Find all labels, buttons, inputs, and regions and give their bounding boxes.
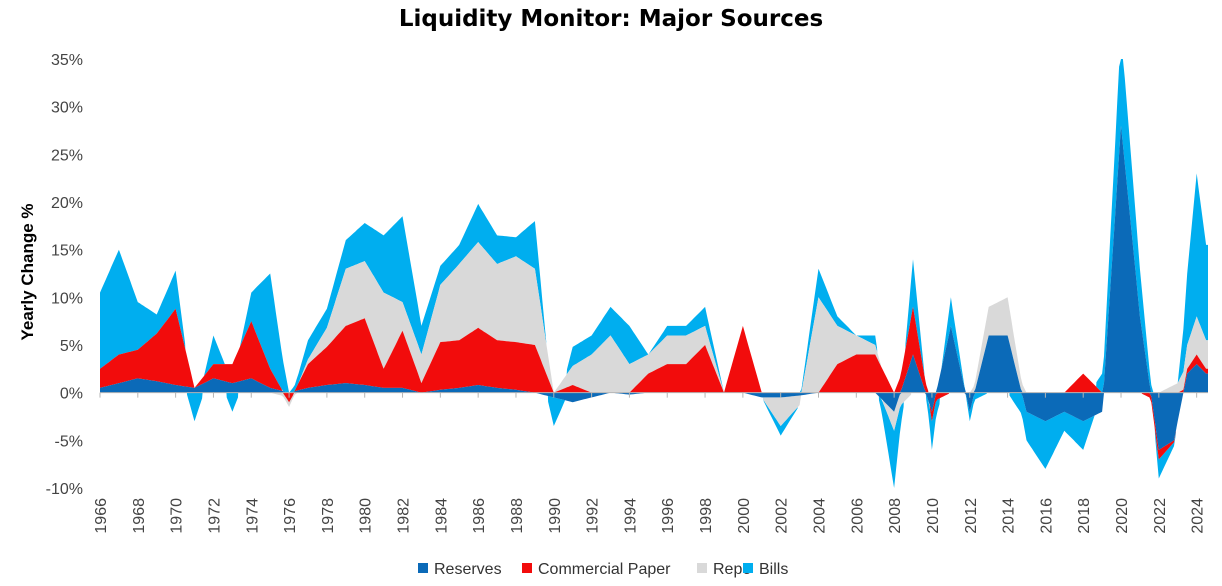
- x-tick-label: 1996: [660, 498, 677, 534]
- x-tick-label: 1976: [282, 498, 299, 534]
- y-tick-labels: -10% -5% 0% 5% 10% 15% 20% 25% 30% 35%: [46, 52, 83, 498]
- y-tick-label: 5%: [60, 338, 83, 355]
- x-tick-label: 1974: [244, 498, 261, 534]
- x-tick-label: 1994: [622, 498, 639, 534]
- x-tick-label: 2010: [925, 498, 942, 534]
- legend-swatch: [697, 563, 707, 573]
- x-tick-label: 1986: [471, 498, 488, 534]
- y-tick-label: -10%: [46, 481, 83, 498]
- legend-entry: Commercial Paper: [538, 561, 671, 578]
- x-tick-label: 2000: [736, 498, 753, 534]
- legend-swatch: [743, 563, 753, 573]
- y-axis-label: Yearly Change %: [18, 203, 37, 340]
- x-tick-label: 1992: [585, 498, 602, 534]
- x-tick-label: 2016: [1038, 498, 1055, 534]
- x-tick-label: 1978: [320, 498, 337, 534]
- y-tick-label: 0%: [60, 386, 83, 403]
- legend-swatch: [522, 563, 532, 573]
- x-tick-label: 1988: [509, 498, 526, 534]
- legend-swatch: [418, 563, 428, 573]
- x-tick-label: 2002: [774, 498, 791, 534]
- y-tick-label: 15%: [51, 243, 83, 260]
- plot-areas: [100, 59, 1208, 488]
- x-tick-label: 1998: [698, 498, 715, 534]
- y-tick-label: 10%: [51, 290, 83, 307]
- x-tick-label: 2022: [1152, 498, 1169, 534]
- x-tick-label: 1984: [433, 498, 450, 534]
- y-tick-label: 20%: [51, 195, 83, 212]
- x-tick-label: 1966: [93, 498, 110, 534]
- y-tick-label: 25%: [51, 147, 83, 164]
- legend-entry: Reserves: [434, 561, 502, 578]
- x-tick-label: 1982: [396, 498, 413, 534]
- x-tick-label: 2012: [963, 498, 980, 534]
- y-tick-label: 35%: [51, 52, 83, 69]
- x-tick-label: 2004: [811, 498, 828, 534]
- x-tick-label: 1972: [206, 498, 223, 534]
- x-tick-label: 1980: [358, 498, 375, 534]
- x-tick-label: 1968: [131, 498, 148, 534]
- x-tick-label: 2006: [849, 498, 866, 534]
- legend: Reserves Commercial Paper Repo Bills: [418, 561, 788, 578]
- y-tick-label: 30%: [51, 100, 83, 117]
- x-tick-label: 2020: [1114, 498, 1131, 534]
- x-tick-label: 1990: [547, 498, 564, 534]
- legend-entry: Bills: [759, 561, 788, 578]
- chart-title: Liquidity Monitor: Major Sources: [399, 6, 823, 32]
- x-tick-label: 2018: [1076, 498, 1093, 534]
- legend-entry: Repo: [713, 561, 751, 578]
- y-tick-label: -5%: [55, 433, 83, 450]
- x-tick-label: 2014: [1001, 498, 1018, 534]
- series-area-commercial-paper: [100, 125, 1208, 460]
- x-tick-label: 1970: [169, 498, 186, 534]
- x-tick-label: 2008: [887, 498, 904, 534]
- series-area-bills: [100, 59, 1208, 488]
- x-tick-labels: 1966 1968 1970 1972 1974 1976 1978 1980 1982 1984…: [93, 392, 1207, 534]
- series-area-repo: [100, 125, 1208, 431]
- x-tick-label: 2024: [1190, 498, 1207, 534]
